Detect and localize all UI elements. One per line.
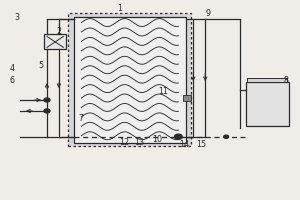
Bar	[247, 78, 287, 82]
Text: 7: 7	[79, 114, 84, 123]
Text: 9: 9	[206, 9, 211, 18]
Text: 13: 13	[134, 138, 145, 147]
Bar	[183, 95, 191, 101]
Circle shape	[224, 135, 229, 138]
Text: 12: 12	[120, 138, 130, 147]
Circle shape	[44, 98, 50, 102]
Circle shape	[175, 134, 182, 139]
Text: 3: 3	[15, 13, 20, 22]
Text: 6: 6	[10, 76, 14, 85]
Bar	[44, 34, 66, 49]
Bar	[68, 13, 191, 146]
Bar	[246, 82, 289, 126]
Circle shape	[44, 109, 50, 113]
Text: 4: 4	[10, 64, 14, 73]
Text: 15: 15	[196, 140, 206, 149]
Text: 5: 5	[38, 61, 43, 70]
Text: 1: 1	[118, 4, 123, 13]
Text: 14: 14	[179, 140, 189, 149]
Text: 8: 8	[284, 76, 288, 85]
Text: 11: 11	[158, 87, 168, 96]
Text: 10: 10	[152, 135, 163, 144]
Text: 2: 2	[56, 27, 61, 36]
Bar	[74, 17, 186, 143]
